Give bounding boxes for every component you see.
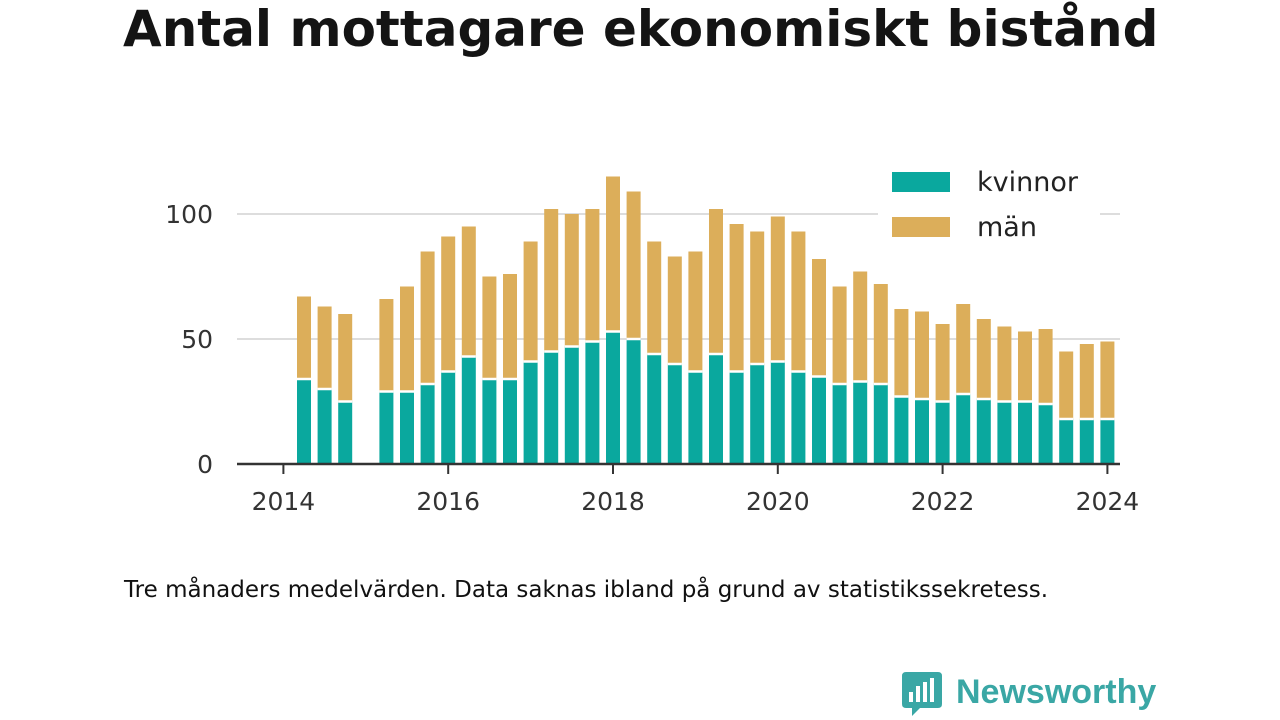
bar-kvinnor	[791, 371, 806, 464]
x-tick-label: 2020	[746, 487, 810, 516]
bar-kvinnor	[1100, 419, 1115, 464]
bar-man	[379, 299, 394, 392]
bar-kvinnor	[709, 354, 723, 464]
bar-kvinnor	[523, 361, 538, 464]
bar-kvinnor	[1059, 419, 1074, 464]
bar-man	[770, 216, 785, 362]
bar-kvinnor	[873, 384, 888, 464]
legend: kvinnor män	[878, 160, 1100, 250]
bar-man	[915, 311, 929, 399]
bar-kvinnor	[750, 364, 765, 464]
bar-kvinnor	[400, 391, 414, 464]
bar-kvinnor	[297, 379, 311, 464]
bar-man	[976, 319, 991, 399]
bar-man	[564, 214, 579, 347]
bar-kvinnor	[915, 399, 929, 464]
bar-kvinnor	[935, 401, 950, 464]
bar-kvinnor	[976, 399, 991, 464]
bar-kvinnor	[564, 346, 579, 464]
bar-man	[1018, 331, 1032, 402]
legend-swatch	[892, 217, 950, 237]
chart-caption: Tre månaders medelvärden. Data saknas ib…	[124, 577, 1049, 603]
bar-man	[1079, 344, 1094, 419]
x-tick-label: 2018	[581, 487, 645, 516]
bar-kvinnor	[647, 354, 662, 464]
legend-swatch	[892, 172, 950, 192]
bar-kvinnor	[770, 361, 785, 464]
bars	[297, 176, 1115, 464]
bar-man	[1059, 351, 1074, 419]
bar-man	[441, 236, 456, 372]
bar-man	[647, 241, 662, 354]
bar-kvinnor	[832, 384, 847, 464]
bar-man	[297, 296, 311, 379]
legend-label: kvinnor	[977, 167, 1079, 198]
y-tick-label: 0	[197, 450, 213, 479]
x-tick-label: 2014	[252, 487, 316, 516]
bar-man	[956, 304, 971, 394]
bar-man	[997, 326, 1012, 402]
y-tick-label: 50	[181, 325, 213, 354]
bar-man	[338, 314, 353, 402]
bar-kvinnor	[379, 391, 394, 464]
bar-kvinnor	[894, 396, 909, 464]
legend-label: män	[977, 212, 1037, 243]
bar-man	[791, 231, 806, 372]
bar-man	[750, 231, 765, 364]
bar-man	[1038, 329, 1053, 404]
bar-man	[420, 251, 435, 384]
bar-kvinnor	[956, 394, 971, 464]
bar-kvinnor	[1079, 419, 1094, 464]
bar-kvinnor	[338, 401, 353, 464]
bar-kvinnor	[688, 371, 703, 464]
x-tick-label: 2016	[416, 487, 480, 516]
bar-kvinnor	[503, 379, 517, 464]
bar-kvinnor	[606, 331, 620, 464]
bar-man	[667, 256, 682, 364]
bar-man	[873, 284, 888, 384]
bar-kvinnor	[461, 356, 476, 464]
stacked-bar-chart: 0 50 100 2014 2016 2018 2020 2022 2024 kvinnor mä…	[165, 160, 1140, 516]
bar-kvinnor	[1038, 404, 1053, 464]
bar-man	[626, 191, 641, 339]
bar-man	[461, 226, 476, 357]
bar-man	[832, 286, 847, 384]
bar-kvinnor	[317, 389, 332, 464]
bar-man	[812, 259, 826, 377]
bar-man	[503, 274, 517, 379]
bar-kvinnor	[997, 401, 1012, 464]
bar-kvinnor	[482, 379, 497, 464]
x-tick-label: 2022	[911, 487, 975, 516]
bar-man	[606, 176, 620, 332]
bar-man	[1100, 341, 1115, 419]
bar-man	[729, 224, 744, 372]
bar-kvinnor	[853, 381, 868, 464]
bar-man	[523, 241, 538, 362]
bar-kvinnor	[729, 371, 744, 464]
bar-kvinnor	[812, 376, 826, 464]
bar-man	[400, 286, 414, 392]
bar-kvinnor	[667, 364, 682, 464]
chart-title: Antal mottagare ekonomiskt bistånd	[123, 0, 1159, 58]
logo-text: Newsworthy	[956, 673, 1157, 711]
bar-kvinnor	[585, 341, 600, 464]
bar-kvinnor	[441, 371, 456, 464]
bar-man	[585, 209, 600, 342]
bar-man	[935, 324, 950, 402]
y-tick-label: 100	[165, 200, 213, 229]
bar-chart-speech-bubble-icon	[902, 672, 942, 716]
bar-kvinnor	[420, 384, 435, 464]
bar-kvinnor	[1018, 401, 1032, 464]
bar-man	[482, 276, 497, 379]
axes: 0 50 100 2014 2016 2018 2020 2022 2024	[165, 200, 1139, 516]
bar-man	[544, 209, 559, 352]
bar-man	[688, 251, 703, 372]
bar-kvinnor	[626, 339, 641, 464]
x-tick-label: 2024	[1076, 487, 1140, 516]
bar-man	[317, 306, 332, 389]
bar-man	[894, 309, 909, 397]
bar-man	[853, 271, 868, 382]
bar-kvinnor	[544, 351, 559, 464]
bar-man	[709, 209, 723, 354]
